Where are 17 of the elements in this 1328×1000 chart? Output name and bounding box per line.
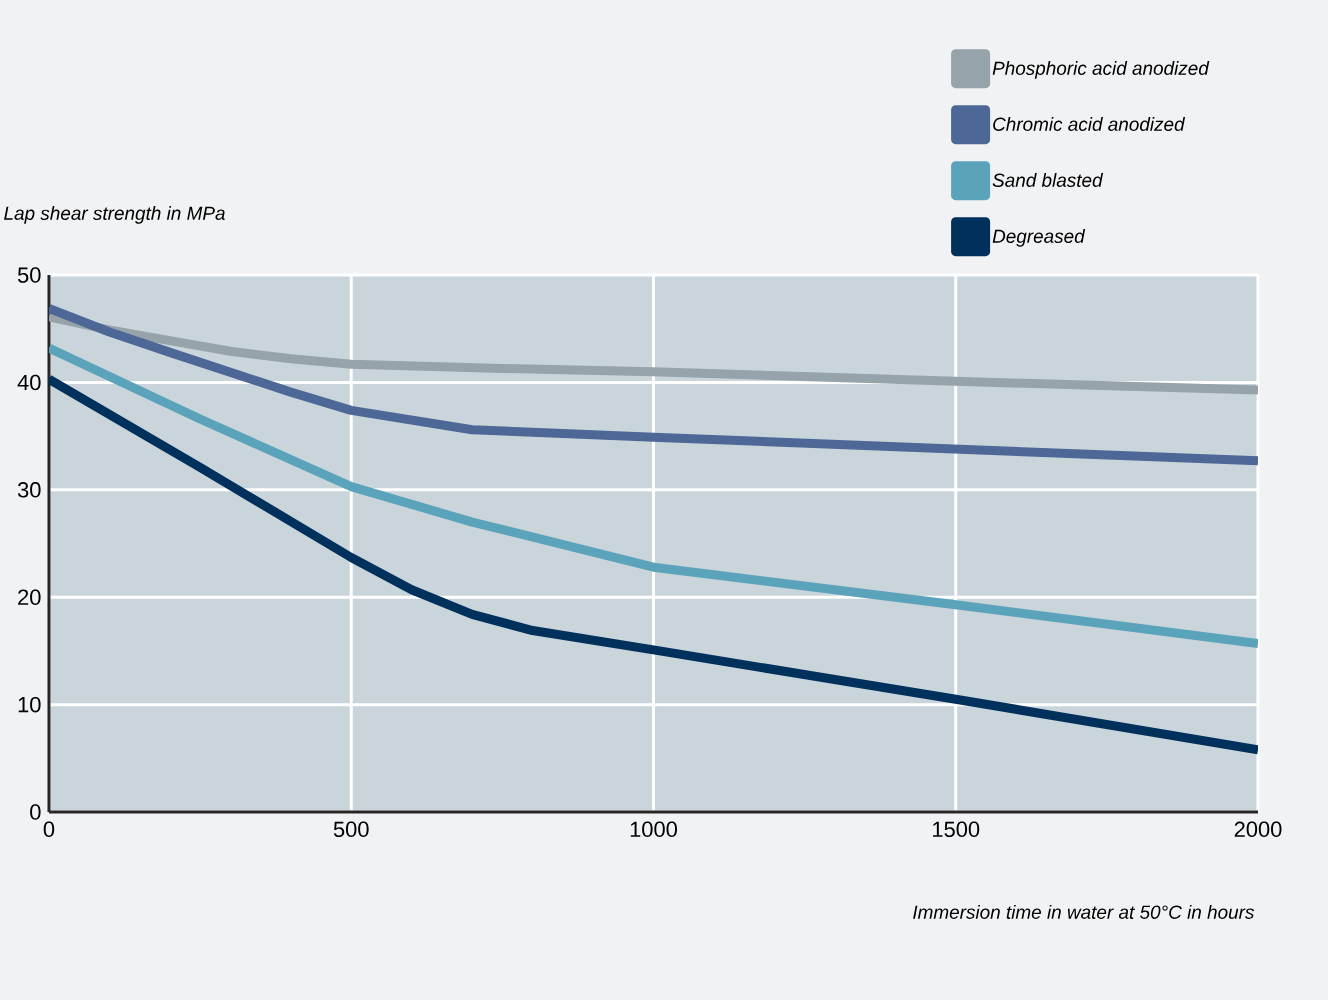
x-tick-label: 1500 — [933, 821, 980, 838]
legend-label: Phosphoric acid anodized — [992, 61, 1210, 79]
x-tick-label: 2000 — [1234, 821, 1282, 838]
y-tick-label: 20 — [18, 589, 41, 606]
legend-label: Chromic acid anodized — [993, 117, 1186, 131]
y-tick-label: 0 — [30, 804, 41, 820]
y-tick-label: 40 — [17, 374, 41, 391]
y-tick-label: 30 — [17, 482, 41, 498]
legend-label: Sand blasted — [992, 173, 1104, 187]
y-tick-label: 10 — [18, 696, 41, 713]
y-tick-label: 50 — [17, 267, 41, 283]
x-tick-label: 1000 — [630, 821, 677, 838]
x-tick-label: 0 — [43, 821, 55, 838]
x-tick-label: 500 — [333, 821, 369, 838]
y-axis-title: Lap shear strength in MPa — [4, 206, 225, 224]
x-axis-title: Immersion time in water at 50°C in hours — [913, 904, 1255, 919]
legend-label: Degreased — [992, 229, 1086, 247]
